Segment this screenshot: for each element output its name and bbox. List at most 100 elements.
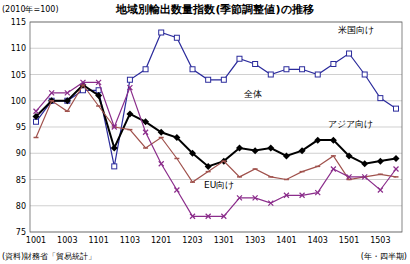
point <box>65 98 70 103</box>
point <box>190 67 195 72</box>
x-tick-label: 1301 <box>214 236 234 245</box>
point <box>284 193 289 198</box>
point <box>299 147 306 154</box>
point <box>173 134 180 141</box>
grid-line <box>30 48 402 49</box>
x-tick-label: 1503 <box>370 236 390 245</box>
point <box>284 67 289 72</box>
point <box>315 166 320 168</box>
point <box>127 77 132 82</box>
point <box>33 113 40 120</box>
point <box>189 150 196 157</box>
x-tick-label: 1003 <box>57 236 77 245</box>
point <box>314 137 321 144</box>
point <box>80 80 85 85</box>
point <box>221 160 226 162</box>
point <box>331 167 336 172</box>
point <box>64 97 71 104</box>
y-tick-label: 100 <box>11 97 26 106</box>
source: (資料)財務省「貿易統計」 <box>2 252 96 261</box>
point <box>253 62 258 67</box>
plot-frame <box>30 22 402 232</box>
point <box>34 137 39 139</box>
point <box>284 179 289 181</box>
series-line <box>36 85 396 182</box>
plot-area <box>33 30 400 219</box>
point <box>112 164 117 169</box>
point <box>362 72 367 77</box>
title: 地域別輸出数量指数(季節調整値)の推移 <box>115 3 313 16</box>
point <box>159 30 164 35</box>
point <box>300 193 305 198</box>
point <box>221 214 226 219</box>
point <box>34 109 39 114</box>
grid-line <box>30 100 402 101</box>
series-label: 全体 <box>244 89 262 99</box>
point <box>253 195 258 200</box>
series-line <box>36 85 396 166</box>
point <box>330 137 337 144</box>
grid-line <box>30 205 402 206</box>
grid-line <box>30 74 402 75</box>
point <box>268 176 273 178</box>
point <box>378 188 383 193</box>
point <box>127 85 132 90</box>
point <box>174 158 179 160</box>
point <box>253 168 258 170</box>
series-line <box>36 82 396 216</box>
point <box>206 214 211 219</box>
point <box>112 125 117 130</box>
point <box>206 171 211 173</box>
x-tick-label: 1101 <box>88 236 108 245</box>
y-tick-label: 95 <box>16 123 26 132</box>
point <box>237 195 242 200</box>
x-tick-label: 1203 <box>182 236 202 245</box>
point <box>268 72 273 77</box>
point <box>346 152 353 159</box>
point <box>96 105 101 107</box>
series-line <box>36 33 396 167</box>
point <box>190 214 195 219</box>
point <box>205 163 212 170</box>
point <box>378 174 383 176</box>
point <box>315 190 320 195</box>
point <box>331 62 336 67</box>
series-label: EU向け <box>204 180 234 190</box>
point <box>221 77 226 82</box>
point <box>159 161 164 166</box>
y-tick-label: 90 <box>16 149 26 158</box>
point <box>48 97 55 104</box>
x-tick-label: 1401 <box>276 236 296 245</box>
point <box>95 92 102 99</box>
point <box>393 155 400 162</box>
x-tick-label: 1201 <box>151 236 171 245</box>
point <box>268 201 273 206</box>
x-tick-label: 1001 <box>26 236 46 245</box>
point <box>206 77 211 82</box>
x-tick-label: 1403 <box>308 236 328 245</box>
point <box>394 176 399 178</box>
point <box>236 145 243 152</box>
point <box>394 167 399 172</box>
point <box>174 188 179 193</box>
chart: 地域別輸出数量指数(季節調整値)の推移(2010年=100)7580859095… <box>0 0 410 264</box>
point <box>347 51 352 56</box>
point <box>347 174 352 179</box>
point <box>143 130 148 135</box>
x-tick-label: 1501 <box>339 236 359 245</box>
point <box>49 90 54 95</box>
y-tick-label: 115 <box>11 18 26 27</box>
point <box>237 176 242 178</box>
point <box>143 147 148 149</box>
point <box>252 147 259 154</box>
point <box>237 56 242 61</box>
y-tick-label: 75 <box>16 228 26 237</box>
point <box>394 106 399 111</box>
point <box>49 100 54 102</box>
x-label: (年・四半期) <box>361 252 407 261</box>
point <box>377 158 384 165</box>
series-label: 米国向け <box>338 25 374 35</box>
x-tick-label: 1103 <box>120 236 140 245</box>
point <box>126 110 133 117</box>
point <box>378 96 383 101</box>
